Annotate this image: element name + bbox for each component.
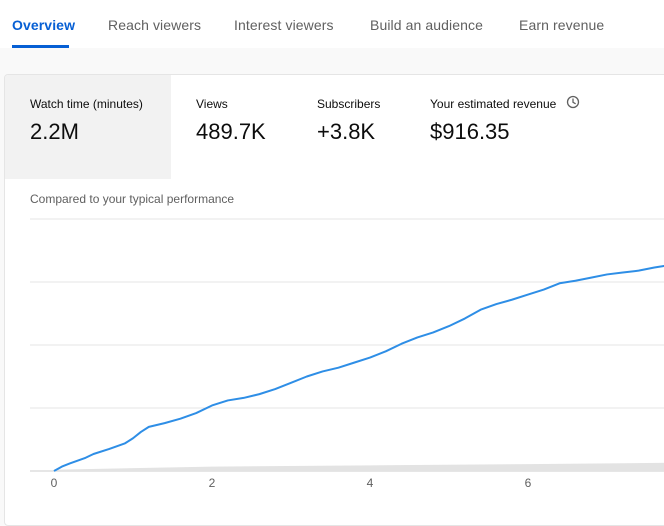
metric-estimated-revenue[interactable]: Your estimated revenue $916.35 (409, 75, 664, 179)
metric-label: Watch time (minutes) (30, 97, 143, 111)
watch-time-chart: 0 2 4 6 (30, 218, 664, 490)
typical-range-area (54, 462, 664, 471)
typical-performance-band (54, 462, 664, 471)
analytics-tab-bar: Overview Reach viewers Interest viewers … (0, 0, 664, 48)
tab-reach-viewers[interactable]: Reach viewers (108, 17, 202, 33)
chart-gridlines (30, 218, 664, 472)
clock-icon[interactable] (566, 95, 580, 109)
metric-watch-time[interactable]: Watch time (minutes) 2.2M (5, 75, 171, 179)
x-axis-ticks: 0 2 4 6 (51, 476, 532, 490)
metric-value: +3.8K (317, 119, 376, 144)
metric-label: Your estimated revenue (430, 97, 557, 111)
tab-overview[interactable]: Overview (12, 17, 76, 33)
tab-earn-revenue[interactable]: Earn revenue (519, 17, 605, 33)
metric-value: 2.2M (30, 119, 79, 144)
x-tick-label: 0 (51, 476, 58, 490)
x-tick-label: 6 (525, 476, 532, 490)
comparison-caption: Compared to your typical performance (30, 192, 235, 206)
metric-value: 489.7K (196, 119, 266, 144)
x-tick-label: 4 (367, 476, 374, 490)
metric-label: Subscribers (317, 97, 381, 111)
metric-value: $916.35 (430, 119, 510, 144)
x-tick-label: 2 (209, 476, 216, 490)
series-line (53, 264, 664, 472)
metric-label: Views (196, 97, 228, 111)
tab-interest-viewers[interactable]: Interest viewers (234, 17, 334, 33)
overview-card: Watch time (minutes) 2.2M Views 489.7K S… (4, 74, 664, 526)
active-tab-indicator (12, 45, 69, 48)
watch-time-series (53, 264, 664, 472)
metric-views[interactable]: Views 489.7K (171, 75, 296, 179)
tab-build-an-audience[interactable]: Build an audience (370, 17, 484, 33)
metric-subscribers[interactable]: Subscribers +3.8K (296, 75, 409, 179)
